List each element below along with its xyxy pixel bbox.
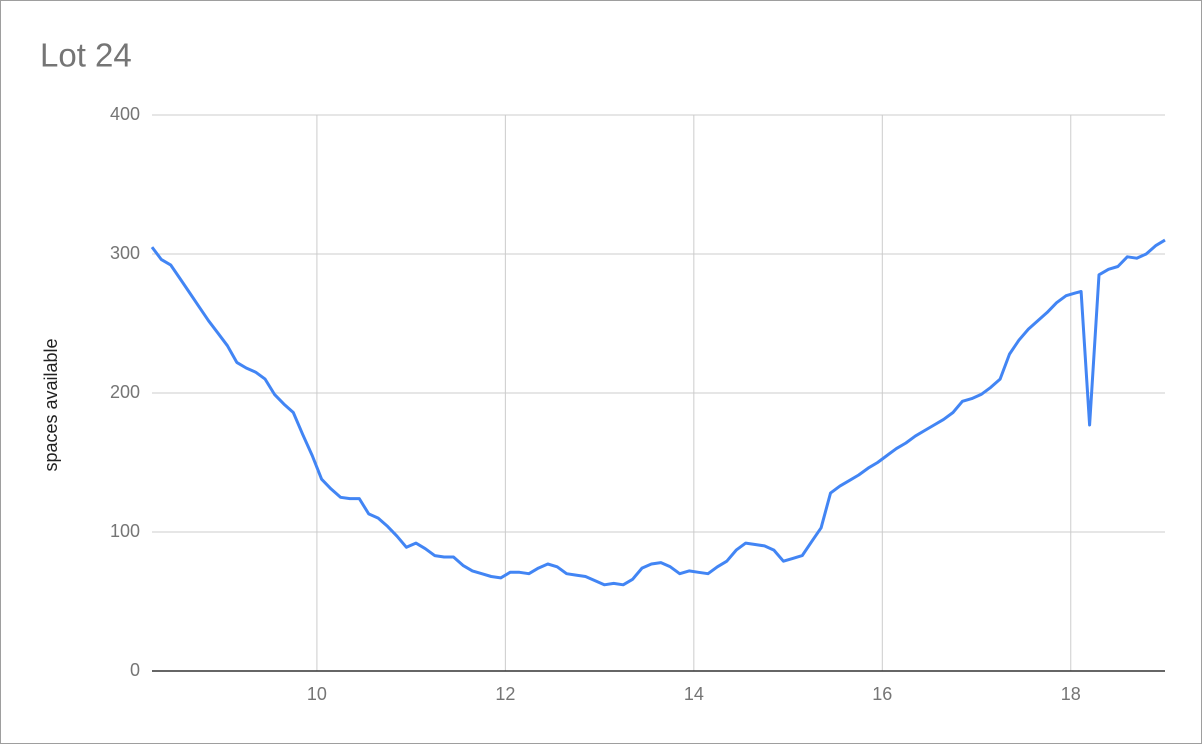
chart-title: Lot 24	[40, 37, 132, 74]
x-tick-label: 12	[495, 684, 515, 704]
y-tick-label: 200	[110, 382, 140, 402]
x-tick-label: 16	[872, 684, 892, 704]
data-line	[150, 238, 1166, 587]
x-tick-label: 14	[684, 684, 704, 704]
y-axis-label: spaces available	[41, 338, 61, 471]
y-tick-label: 400	[110, 104, 140, 124]
x-tick-label: 18	[1061, 684, 1081, 704]
y-tick-label: 300	[110, 243, 140, 263]
y-tick-label: 100	[110, 521, 140, 541]
y-tick-label: 0	[130, 660, 140, 680]
x-tick-label: 10	[307, 684, 327, 704]
